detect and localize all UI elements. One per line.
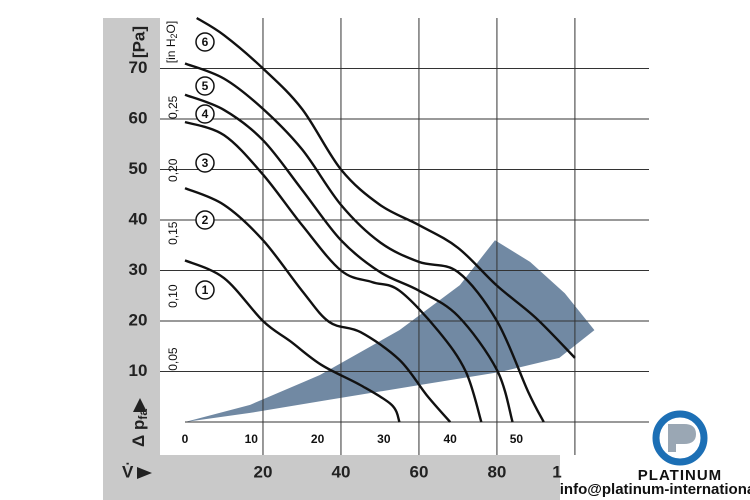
logo-email: info@platinum-international.store: [560, 481, 750, 498]
curve-label-circle: [195, 280, 215, 300]
x-tick-label: 40: [332, 462, 351, 481]
curve-label-circle: [195, 104, 215, 124]
x-tick-label: 60: [409, 462, 428, 481]
curve: [184, 259, 401, 423]
logo-ring: [652, 410, 708, 466]
y-unit: [Pa]: [129, 26, 148, 58]
y-tick-label: 60: [129, 108, 148, 127]
y-tick-label: 10: [129, 361, 148, 380]
logo: PLATINUM info@platinum-international.sto…: [560, 410, 750, 498]
x2-tick-label: 10: [245, 432, 259, 446]
curve-label-circle: [195, 32, 215, 52]
curve: [184, 120, 483, 423]
curve: [184, 62, 545, 423]
y2-unit-sub: 2: [169, 33, 179, 38]
curve-label-circle: [195, 210, 215, 230]
logo-p: [668, 424, 696, 452]
curve-label: 6: [202, 35, 209, 49]
x2-tick-label: 20: [311, 432, 325, 446]
y2-unit-end: O]: [164, 21, 178, 34]
y2-unit-text: [in H: [164, 39, 178, 64]
x2-tick-label: 0: [182, 432, 189, 446]
y-tick-label: 30: [129, 260, 148, 279]
y-label: Δ pfa: [129, 409, 150, 447]
curve-label: 1: [202, 283, 209, 297]
region-layer: [185, 240, 595, 422]
curve-label-circle: [195, 153, 215, 173]
x-tick-label: 1: [552, 462, 561, 481]
x-tick-label: 20: [254, 462, 273, 481]
y2-tick-label: 0,15: [166, 221, 180, 245]
y2-tick-label: 0,05: [166, 347, 180, 371]
operating-region: [185, 240, 595, 422]
y2-tick-label: 0,10: [166, 284, 180, 308]
x-label: V̇: [122, 462, 134, 481]
y2-tick-label: 0,20: [166, 158, 180, 182]
curve: [184, 187, 452, 423]
logo-brand: PLATINUM: [638, 467, 722, 484]
y-tick-label: 70: [129, 58, 148, 77]
x-tick-label: 80: [487, 462, 506, 481]
curve-label: 2: [202, 213, 209, 227]
grid-layer: [160, 18, 649, 455]
curve: [196, 16, 576, 359]
y2-tick-label: 0,25: [166, 95, 180, 119]
left-band: [103, 18, 160, 455]
curve-label: 3: [202, 156, 209, 170]
x2-tick-label: 40: [443, 432, 457, 446]
y-tick-label: 40: [129, 209, 148, 228]
y2-unit: [in H2O]: [164, 21, 179, 63]
x-arrow: [137, 467, 152, 479]
y-tick-label: 20: [129, 310, 148, 329]
y-label-text: Δ p: [129, 420, 148, 447]
y-label-sub: fa: [136, 409, 150, 420]
y-tick-label: 50: [129, 159, 148, 178]
y-arrow: [133, 398, 147, 412]
curve: [184, 93, 514, 423]
x2-tick-label: 30: [377, 432, 391, 446]
curve-label: 5: [202, 79, 209, 93]
x2-tick-label: 50: [510, 432, 524, 446]
curve-label: 4: [202, 107, 209, 121]
bottom-band: [103, 455, 560, 500]
curve-label-circle: [195, 76, 215, 96]
lines-layer: [184, 16, 576, 423]
